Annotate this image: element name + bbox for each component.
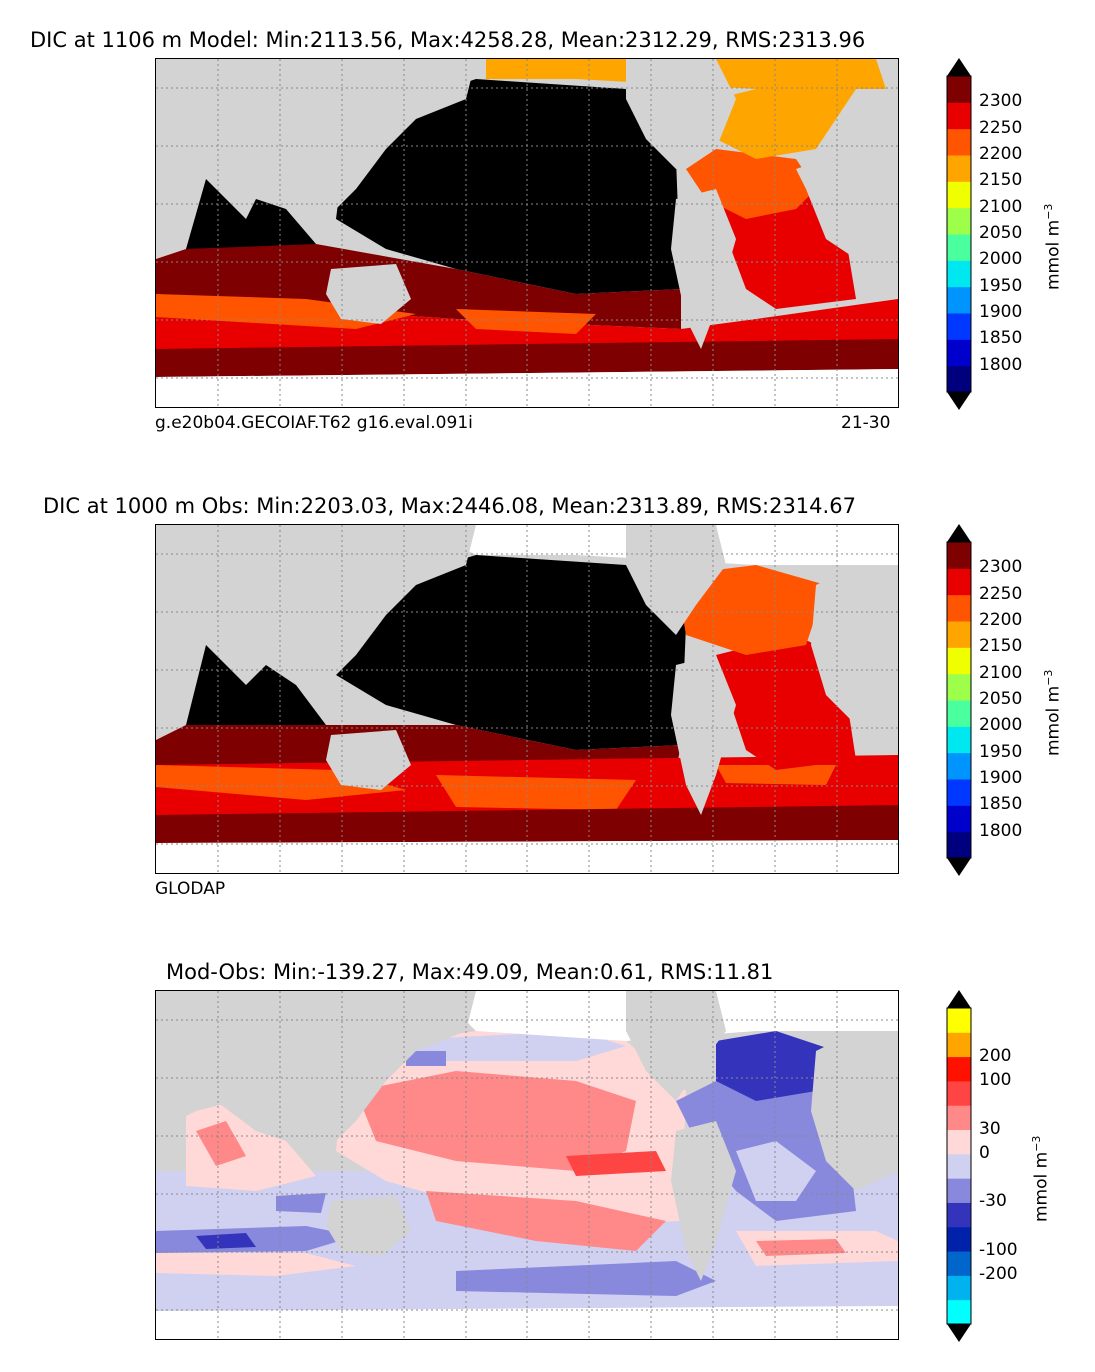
colorbar-tick-label: 2000 — [979, 249, 1023, 270]
colorbar-band — [947, 207, 971, 235]
colorbar-under-triangle — [947, 858, 971, 876]
colorbar-tick-label: 30 — [979, 1118, 1001, 1139]
colorbar-band — [947, 594, 971, 622]
colorbar-band — [947, 805, 971, 833]
units-label-model: mmol m−3 — [1042, 203, 1064, 290]
colorbar-band — [947, 1032, 971, 1058]
colorbar-tick-label: 2050 — [979, 223, 1023, 243]
colorbar-tick-label: 2100 — [979, 662, 1023, 683]
colorbar-under-triangle — [947, 1324, 971, 1342]
colorbar-band — [947, 779, 971, 806]
colorbar-tick-label: 2100 — [979, 196, 1023, 217]
caption-obs-source: GLODAP — [155, 879, 226, 899]
caption-model-run: g.e20b04.GECOIAF.T62 g16.eval.091i — [155, 413, 473, 433]
panel-title-diff: Mod-Obs: Min:-139.27, Max:49.09, Mean:0.… — [166, 960, 774, 984]
colorbar-band — [947, 568, 971, 596]
colorbar-tick-label: 1900 — [979, 768, 1023, 788]
colorbar-svg — [946, 524, 972, 876]
map-model — [155, 58, 899, 408]
map-diff — [155, 990, 899, 1340]
colorbar-band — [947, 234, 971, 261]
colorbar-band — [947, 1129, 971, 1155]
colorbar-tick-label: 2150 — [979, 636, 1023, 657]
colorbar-tick-label: 1850 — [979, 794, 1023, 815]
colorbar-band — [947, 673, 971, 701]
colorbar-tick-label: -200 — [979, 1264, 1018, 1285]
colorbar-band — [947, 1226, 971, 1252]
colorbar-tick-label: 1800 — [979, 354, 1023, 375]
colorbar-band — [947, 1105, 971, 1131]
colorbar-band — [947, 128, 971, 156]
colorbar-over-triangle — [947, 58, 971, 76]
colorbar-band — [947, 542, 971, 569]
colorbar-svg — [946, 58, 972, 410]
colorbar-band — [947, 313, 971, 340]
colorbar-band — [947, 1251, 971, 1276]
colorbar-under-triangle — [947, 392, 971, 410]
colorbar-band — [947, 155, 971, 182]
colorbar-band — [947, 1008, 971, 1033]
colorbar-over-triangle — [947, 990, 971, 1008]
panel-title-model: DIC at 1106 m Model: Min:2113.56, Max:42… — [30, 28, 866, 52]
colorbar-band — [947, 365, 971, 393]
colorbar-tick-label: 2300 — [979, 91, 1023, 112]
colorbar-diff: -200 -100 -30 0 30 100 200 — [946, 990, 1018, 1342]
colorbar-band — [947, 1080, 971, 1106]
map-obs-svg — [156, 525, 898, 873]
colorbar-band — [947, 260, 971, 288]
colorbar-tick-label: 2200 — [979, 610, 1023, 630]
colorbar-tick-label: 2000 — [979, 715, 1023, 736]
colorbar-tick-label: 1900 — [979, 302, 1023, 322]
colorbar-tick-label: 1950 — [979, 275, 1023, 296]
colorbar-tick-label: 2050 — [979, 689, 1023, 709]
colorbar-tick-label: 1950 — [979, 741, 1023, 762]
colorbar-band — [947, 621, 971, 648]
units-label-diff: mmol m−3 — [1030, 1135, 1052, 1222]
colorbar-tick-label: -100 — [979, 1240, 1018, 1261]
colorbar-band — [947, 647, 971, 675]
colorbar-tick-label: 2300 — [979, 557, 1023, 578]
map-diff-svg — [156, 991, 898, 1339]
colorbar-band — [947, 1153, 971, 1179]
colorbar-band — [947, 831, 971, 859]
colorbar-tick-label: 2250 — [979, 583, 1023, 604]
colorbar-band — [947, 339, 971, 367]
colorbar-band — [947, 76, 971, 103]
colorbar-model: 1800 1850 1900 1950 2000 2050 2100 2150 2200 2250… — [946, 58, 1022, 410]
colorbar-tick-label: 2150 — [979, 170, 1023, 191]
colorbar-band — [947, 102, 971, 130]
colorbar-tick-label: 200 — [979, 1045, 1012, 1066]
colorbar-frame — [946, 1007, 972, 1325]
colorbar-band — [947, 1202, 971, 1228]
colorbar-band — [947, 1275, 971, 1301]
colorbar-frame — [946, 541, 972, 859]
colorbar-band — [947, 1056, 971, 1082]
colorbar-band — [947, 1178, 971, 1203]
colorbar-frame — [946, 75, 972, 393]
colorbar-svg — [946, 990, 972, 1342]
colorbar-band — [947, 286, 971, 314]
colorbar-band — [947, 700, 971, 727]
colorbar-band — [947, 726, 971, 754]
colorbar-band — [947, 752, 971, 780]
colorbar-tick-label: 100 — [979, 1069, 1012, 1090]
map-model-svg — [156, 59, 898, 407]
colorbar-band — [947, 181, 971, 209]
caption-model-years: 21-30 — [841, 413, 891, 433]
colorbar-tick-label: 2200 — [979, 144, 1023, 164]
colorbar-tick-label: 1850 — [979, 328, 1023, 349]
colorbar-tick-label: -30 — [979, 1191, 1007, 1212]
colorbar-over-triangle — [947, 524, 971, 542]
colorbar-tick-label: 2250 — [979, 117, 1023, 138]
colorbar-obs: 1800 1850 1900 1950 2000 2050 2100 2150 2200 2250… — [946, 524, 1022, 876]
colorbar-band — [947, 1299, 971, 1325]
colorbar-tick-label: 1800 — [979, 820, 1023, 841]
map-obs — [155, 524, 899, 874]
units-label-obs: mmol m−3 — [1042, 669, 1064, 756]
panel-title-obs: DIC at 1000 m Obs: Min:2203.03, Max:2446… — [43, 494, 856, 518]
colorbar-tick-label: 0 — [979, 1142, 990, 1163]
